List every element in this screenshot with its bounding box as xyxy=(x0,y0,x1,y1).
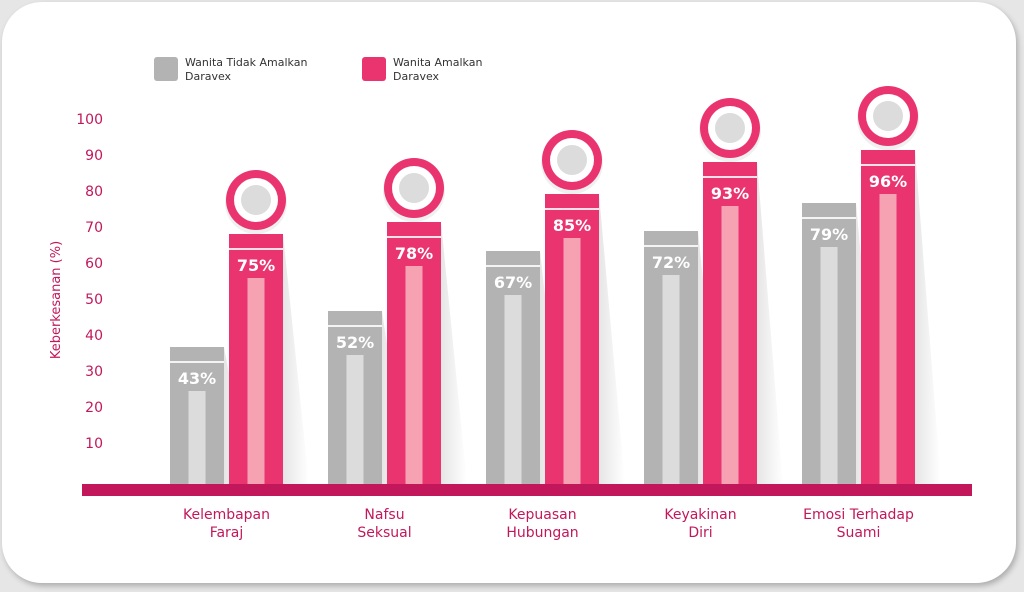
marker-dot xyxy=(557,145,587,175)
y-tick-label: 40 xyxy=(85,328,103,344)
bar-shadow-pink xyxy=(915,150,941,484)
legend-label-pink-line1: Wanita Amalkan xyxy=(393,56,482,69)
value-label-amalkan: 78% xyxy=(395,244,433,263)
bar-inner-strip xyxy=(346,355,364,484)
value-label-amalkan: 85% xyxy=(553,216,591,235)
bar-inner-strip xyxy=(504,295,522,484)
category-label: Emosi Terhadap xyxy=(803,507,914,523)
legend-label-grey-line2: Daravex xyxy=(185,70,232,83)
bar-inner-strip xyxy=(662,275,680,484)
marker-dot xyxy=(715,113,745,143)
y-tick-label: 50 xyxy=(85,292,103,308)
y-tick-label: 80 xyxy=(85,184,103,200)
bar-cap-line xyxy=(328,325,382,327)
y-tick-label: 100 xyxy=(76,112,103,128)
bar-inner-strip xyxy=(721,206,739,484)
bar-cap-line xyxy=(703,176,757,178)
bar-inner-strip xyxy=(247,278,265,484)
bar-shadow-pink xyxy=(441,222,467,484)
y-tick-label: 30 xyxy=(85,364,103,380)
value-label-amalkan: 93% xyxy=(711,184,749,203)
bar-shadow-pink xyxy=(757,162,783,484)
category-label: Keyakinan xyxy=(664,507,736,523)
category-label: Diri xyxy=(688,525,712,541)
category-label: Suami xyxy=(837,525,881,541)
bar-cap-line xyxy=(170,361,224,363)
bar-inner-strip xyxy=(879,194,897,484)
category-label: Kepuasan xyxy=(508,507,576,523)
value-label-amalkan: 96% xyxy=(869,172,907,191)
y-axis-label: Keberkesanan (%) xyxy=(49,241,64,359)
bar-shadow-pink xyxy=(599,194,625,484)
x-axis-labels: Kelembapan Faraj Nafsu Seksual Kepuasan Hubun… xyxy=(183,507,914,541)
y-axis-ticks: 10 20 30 40 50 60 70 80 90 100 xyxy=(76,112,103,452)
value-label-tidak-amalkan: 72% xyxy=(652,253,690,272)
y-tick-label: 60 xyxy=(85,256,103,272)
bar-inner-strip xyxy=(563,238,581,484)
bar-cap-line xyxy=(545,208,599,210)
y-tick-label: 90 xyxy=(85,148,103,164)
legend-label-grey-line1: Wanita Tidak Amalkan xyxy=(185,56,307,69)
bar-shadow-pink xyxy=(283,234,309,484)
category-label: Kelembapan xyxy=(183,507,270,523)
category-label: Faraj xyxy=(210,525,244,541)
legend-swatch-grey xyxy=(154,57,178,81)
legend-swatch-pink xyxy=(362,57,386,81)
bar-cap-line xyxy=(486,265,540,267)
value-label-tidak-amalkan: 79% xyxy=(810,225,848,244)
marker-dot xyxy=(241,185,271,215)
bar-cap-line xyxy=(387,236,441,238)
category-label: Nafsu xyxy=(364,507,404,523)
bar-cap-line xyxy=(861,164,915,166)
bar-inner-strip xyxy=(405,266,423,484)
bar-inner-strip xyxy=(820,247,838,484)
x-axis-baseline xyxy=(82,484,972,496)
y-tick-label: 10 xyxy=(85,436,103,452)
y-tick-label: 70 xyxy=(85,220,103,236)
legend-label-pink-line2: Daravex xyxy=(393,70,440,83)
legend: Wanita Tidak Amalkan Daravex Wanita Amal… xyxy=(154,56,482,83)
value-label-amalkan: 75% xyxy=(237,256,275,275)
y-tick-label: 20 xyxy=(85,400,103,416)
value-label-tidak-amalkan: 43% xyxy=(178,369,216,388)
category-label: Hubungan xyxy=(506,525,578,541)
bar-cap-line xyxy=(229,248,283,250)
marker-dot xyxy=(399,173,429,203)
marker-dot xyxy=(873,101,903,131)
bar-cap-line xyxy=(644,245,698,247)
bars: 43% 75% 52% 78% 67% 85% 72% 93% 79% 96% xyxy=(170,86,941,484)
bar-inner-strip xyxy=(188,391,206,484)
category-label: Seksual xyxy=(357,525,411,541)
value-label-tidak-amalkan: 67% xyxy=(494,273,532,292)
bar-cap-line xyxy=(802,217,856,219)
value-label-tidak-amalkan: 52% xyxy=(336,333,374,352)
